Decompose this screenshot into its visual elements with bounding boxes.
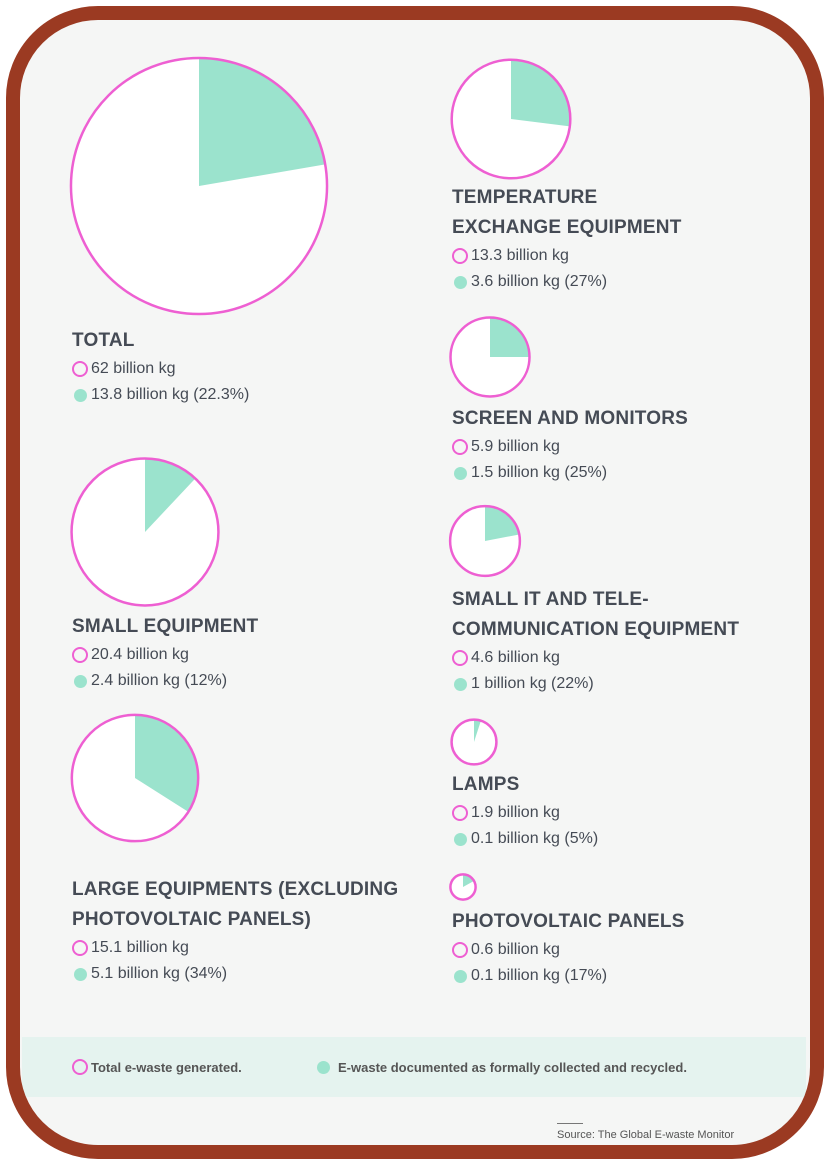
pie-text: TEMPERATURE EXCHANGE EQUIPMENT 13.3 billi… (452, 183, 702, 295)
pie-title: TOTAL (72, 330, 135, 351)
collected-label: 2.4 billion kg (12%) (91, 672, 228, 689)
total-label: 13.3 billion kg (471, 247, 569, 264)
collected-icon (74, 674, 87, 688)
pie-outline (69, 56, 329, 316)
total-icon (72, 940, 88, 956)
legend-dot (317, 1060, 330, 1074)
total-row: 4.6 billion kg (452, 645, 782, 671)
collected-icon (74, 388, 87, 402)
collected-row: 3.6 billion kg (27%) (452, 269, 702, 295)
total-icon (452, 805, 468, 821)
total-label: 15.1 billion kg (91, 939, 189, 956)
pie-title: SMALL IT AND TELE-COMMUNICATION EQUIPMEN… (452, 589, 740, 640)
total-row: 13.3 billion kg (452, 243, 702, 269)
total-row: 5.9 billion kg (452, 434, 792, 460)
source-rule (557, 1123, 583, 1124)
legend-entry: Total e-waste generated. (72, 1057, 242, 1077)
total-label: 4.6 billion kg (471, 649, 560, 666)
pie-title: TEMPERATURE EXCHANGE EQUIPMENT (452, 187, 682, 238)
pie-outline (450, 58, 572, 180)
pie-title: LARGE EQUIPMENTS (EXCLUDING PHOTOVOLTAIC… (72, 879, 399, 930)
pie-outline (70, 457, 220, 607)
pie-outline (448, 504, 522, 578)
pie-title: SMALL EQUIPMENT (72, 616, 259, 637)
pie-collected (474, 719, 481, 742)
collected-row: 1 billion kg (22%) (452, 671, 782, 697)
pie-outline (450, 718, 498, 766)
pie-text: TOTAL 62 billion kg 13.8 billion kg (22.3%… (72, 326, 452, 408)
collected-label: 13.8 billion kg (22.3%) (91, 386, 250, 403)
source: Source: The Global E-waste Monitor (557, 1129, 735, 1141)
collected-icon (74, 967, 87, 981)
collected-icon (454, 466, 467, 480)
total-icon (452, 942, 468, 958)
total-row: 1.9 billion kg (452, 800, 792, 826)
total-row: 62 billion kg (72, 356, 452, 382)
total-icon (72, 647, 88, 663)
collected-row: 1.5 billion kg (25%) (452, 460, 792, 486)
collected-row: 5.1 billion kg (34%) (72, 961, 432, 987)
collected-label: 5.1 billion kg (34%) (91, 965, 228, 982)
pie-outline (70, 713, 200, 843)
collected-row: 13.8 billion kg (22.3%) (72, 382, 452, 408)
pie-collected (485, 506, 520, 541)
pie-title: PHOTOVOLTAIC PANELS (452, 911, 685, 932)
collected-label: 1.5 billion kg (25%) (471, 464, 608, 481)
total-icon (72, 361, 88, 377)
pie-text: SMALL IT AND TELE-COMMUNICATION EQUIPMEN… (452, 585, 782, 697)
total-row: 0.6 billion kg (452, 937, 792, 963)
total-label: 1.9 billion kg (471, 804, 560, 821)
total-icon (452, 439, 468, 455)
pie-outline (449, 873, 477, 901)
legend-band (22, 1037, 806, 1097)
pie-text: LARGE EQUIPMENTS (EXCLUDING PHOTOVOLTAIC… (72, 875, 432, 987)
total-icon (452, 650, 468, 666)
collected-label: 0.1 billion kg (5%) (471, 830, 599, 847)
collected-icon (454, 969, 467, 983)
pie-outline (449, 316, 531, 398)
total-label: 0.6 billion kg (471, 941, 560, 958)
total-label: 20.4 billion kg (91, 646, 189, 663)
total-icon (452, 248, 468, 264)
pie-text: PHOTOVOLTAIC PANELS 0.6 billion kg 0.1 bil… (452, 907, 792, 989)
pie-collected (135, 714, 199, 812)
pie-collected (511, 59, 571, 127)
total-row: 15.1 billion kg (72, 935, 432, 961)
collected-label: 1 billion kg (22%) (471, 675, 594, 692)
pie-text: SMALL EQUIPMENT 20.4 billion kg 2.4 billio… (72, 612, 432, 694)
total-label: 62 billion kg (91, 360, 176, 377)
collected-row: 0.1 billion kg (17%) (452, 963, 792, 989)
collected-icon (454, 677, 467, 691)
collected-label: 0.1 billion kg (17%) (471, 967, 608, 984)
pie-collected (145, 458, 196, 532)
pie-collected (490, 317, 530, 357)
legend-label: Total e-waste generated. (91, 1059, 242, 1075)
pie-collected (199, 57, 326, 187)
collected-row: 2.4 billion kg (12%) (72, 668, 432, 694)
pie-title: LAMPS (452, 774, 520, 795)
pie-text: SCREEN AND MONITORS 5.9 billion kg 1.5 bil… (452, 404, 792, 486)
legend-ring (72, 1059, 88, 1075)
collected-icon (454, 275, 467, 289)
pie-text: LAMPS 1.9 billion kg 0.1 billion kg (5%) (452, 770, 792, 852)
pie-title: SCREEN AND MONITORS (452, 408, 689, 429)
legend-entry: E-waste documented as formally collected… (315, 1057, 687, 1077)
collected-icon (454, 832, 467, 846)
total-row: 20.4 billion kg (72, 642, 432, 668)
legend-label: E-waste documented as formally collected… (338, 1059, 687, 1075)
collected-row: 0.1 billion kg (5%) (452, 826, 792, 852)
collected-label: 3.6 billion kg (27%) (471, 273, 608, 290)
total-label: 5.9 billion kg (471, 438, 560, 455)
